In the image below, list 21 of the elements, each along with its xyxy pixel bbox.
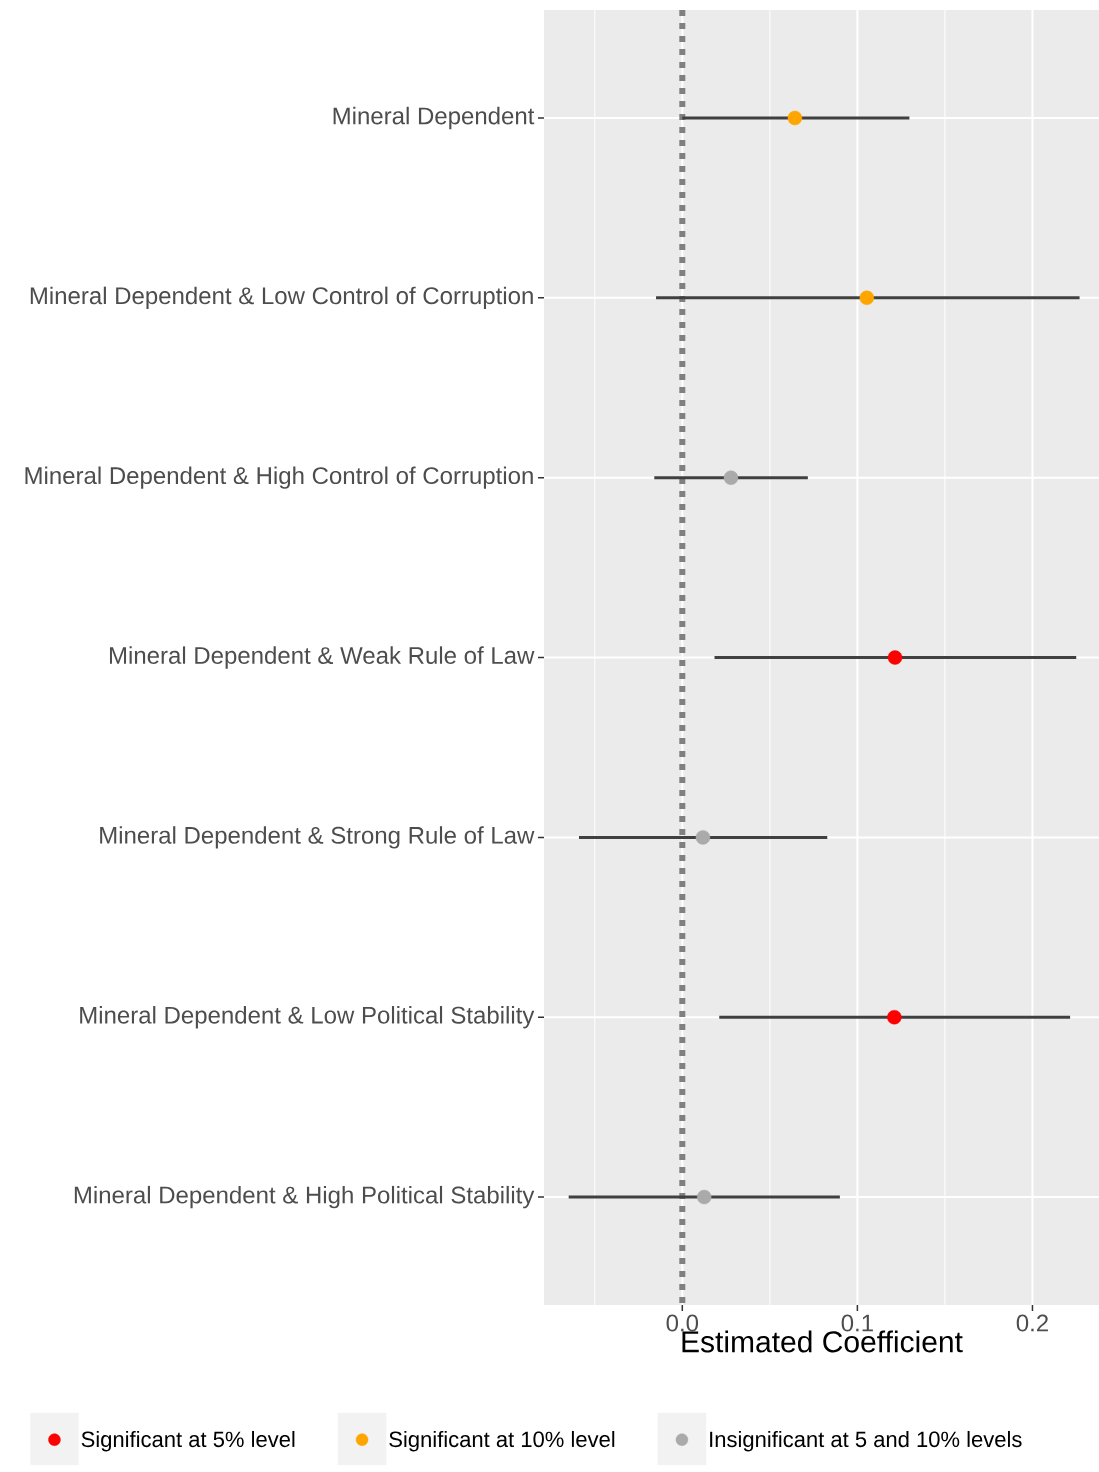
point [787, 110, 803, 126]
legend-label: Significant at 5% level [81, 1430, 295, 1452]
y-tick-label: Mineral Dependent & Low Control of Corruption [30, 286, 533, 310]
y-tick-label: Mineral Dependent & High Control of Corruption [25, 466, 533, 489]
legend-label: Insignificant at 5 and 10% levels [710, 1430, 1022, 1452]
y-tick-label: Mineral Dependent & Weak Rule of Law [109, 646, 535, 669]
point [696, 1189, 712, 1205]
point [723, 470, 739, 485]
point [695, 830, 711, 845]
y-tick-label: Mineral Dependent & Low Political Stability [80, 1006, 535, 1029]
point [887, 650, 903, 665]
legend-label: Significant at 10% level [389, 1430, 615, 1452]
x-axis-title: Estimated Coefficient [682, 1330, 963, 1353]
y-tick-label: Mineral Dependent & Strong Rule of Law [100, 826, 535, 849]
y-tick-label: Mineral Dependent & High Political Stability [74, 1185, 535, 1209]
x-tick-label: 0.0 [666, 1314, 699, 1332]
x-tick-label: 0.1 [841, 1314, 873, 1332]
y-tick-label: Mineral Dependent [333, 106, 535, 130]
point [887, 1010, 902, 1025]
point [859, 290, 875, 306]
x-tick-label: 0.2 [1016, 1314, 1048, 1332]
